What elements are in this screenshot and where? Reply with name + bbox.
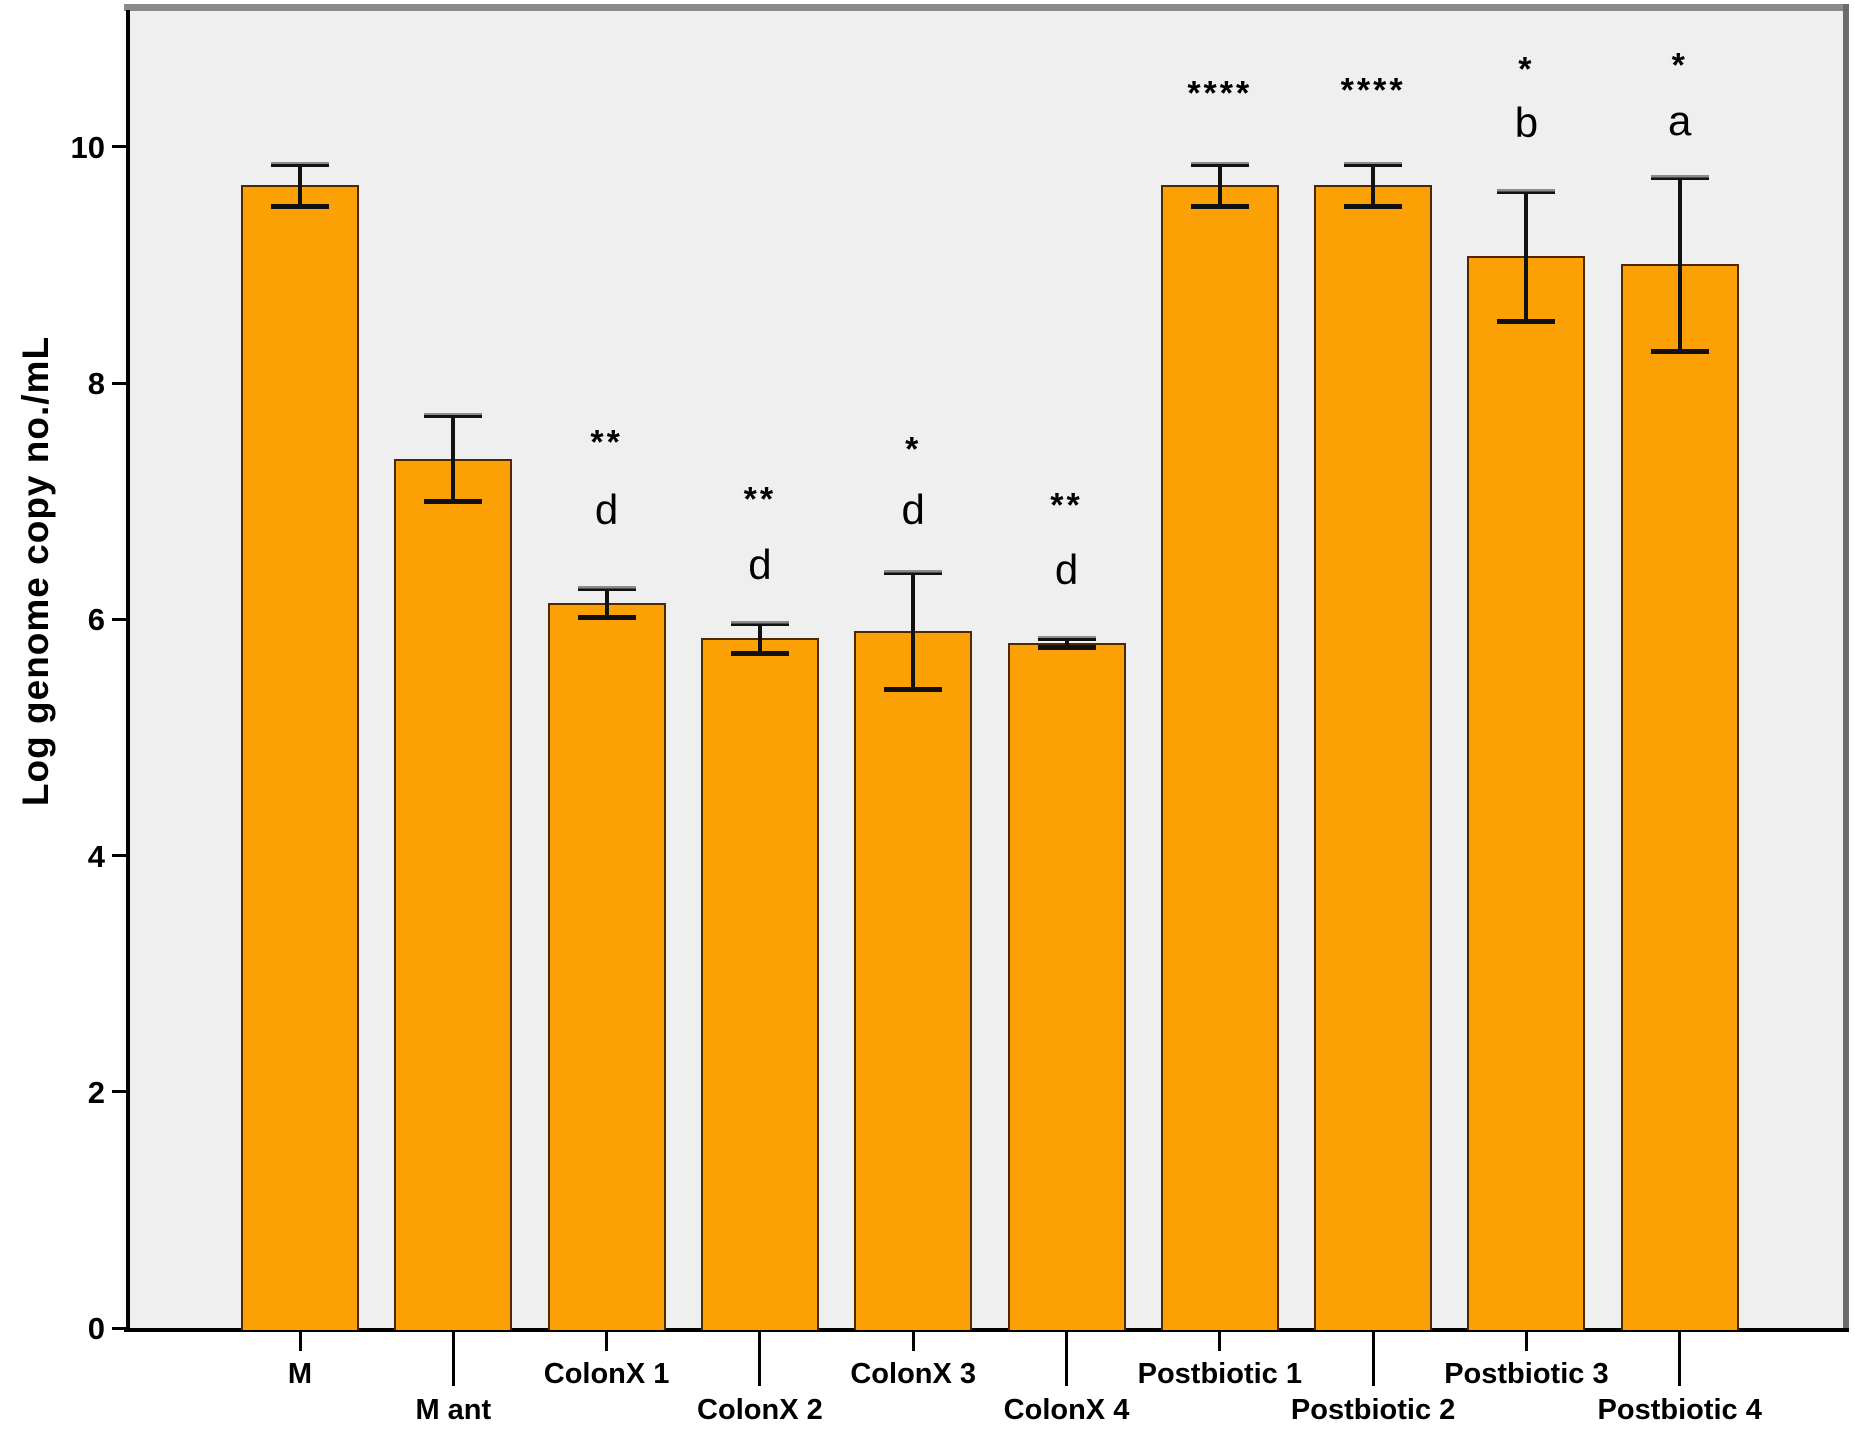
error-bar-cap-bottom [577,615,636,621]
x-tick [298,1332,302,1351]
significance-letter: d [594,485,619,533]
y-tick-label: 2 [87,1074,105,1110]
y-tick-label: 0 [87,1311,105,1346]
error-bar-cap-top [1190,161,1249,167]
error-bar-cap-bottom [1497,318,1556,324]
x-tick-label: ColonX 2 [697,1394,823,1426]
y-tick [112,617,129,621]
error-bar-stem [1371,163,1376,208]
error-bar-stem [1524,190,1529,322]
significance-letter: d [1054,545,1079,593]
x-tick [758,1332,762,1386]
y-tick-label: 10 [70,129,105,165]
x-tick-label: ColonX 3 [850,1358,977,1390]
y-tick [112,1090,129,1094]
error-bar-cap-top [577,585,636,591]
error-bar-stem [1677,176,1682,353]
y-tick-label: 4 [87,838,105,874]
x-tick-label: M ant [415,1394,492,1426]
significance-stars: ** [743,480,777,519]
x-tick-label: ColonX 4 [1003,1394,1130,1426]
error-bar-stem [1217,163,1222,208]
plot-area [130,10,1843,1328]
error-bar-cap-bottom [884,687,943,693]
error-bar-stem [604,587,609,619]
bar [1007,643,1126,1330]
error-bar-cap-top [1497,188,1556,194]
bar [1160,184,1279,1330]
y-tick-label: 6 [87,602,105,638]
significance-letter: d [901,485,925,533]
error-bar-cap-top [1344,161,1403,167]
x-tick-label: Postbiotic 2 [1290,1394,1456,1426]
significance-letter: b [1514,99,1539,147]
error-bar-cap-bottom [271,204,329,210]
plot-frame-right [1843,4,1849,1332]
y-tick [112,854,129,858]
bar [854,631,973,1330]
error-bar-stem [911,572,916,691]
y-axis-line [126,10,130,1332]
significance-stars: * [905,430,922,469]
x-tick [1065,1332,1068,1386]
x-tick-label: Postbiotic 4 [1597,1394,1762,1426]
x-tick-label: ColonX 1 [543,1358,670,1390]
error-bar-cap-top [1650,174,1709,180]
x-tick [911,1332,915,1351]
significance-stars: **** [1340,71,1406,110]
x-axis-line [124,1328,1849,1332]
significance-stars: **** [1187,74,1253,113]
x-tick [1524,1332,1528,1351]
x-tick [451,1332,455,1386]
bar [547,602,666,1330]
bar [1314,184,1433,1330]
bar [241,184,359,1330]
error-bar-stem [451,415,456,503]
error-bar-stem [298,163,302,208]
significance-stars: ** [590,423,623,462]
bar [1620,263,1739,1330]
error-bar-cap-top [1037,636,1096,642]
bar [700,638,819,1330]
error-bar-cap-top [730,620,789,626]
y-tick [112,381,129,385]
x-tick-label: M [287,1358,313,1390]
error-bar-cap-bottom [1344,204,1403,210]
error-bar-cap-bottom [730,650,789,656]
error-bar-cap-bottom [424,499,483,505]
x-tick [1371,1332,1375,1386]
plot-frame-top [124,4,1849,11]
bar [1467,255,1586,1330]
error-bar-stem [1064,638,1069,648]
y-tick-label: 8 [87,366,105,402]
error-bar-cap-top [884,570,943,576]
x-tick-label: Postbiotic 1 [1137,1358,1302,1390]
error-bar-cap-bottom [1037,644,1096,650]
significance-stars: ** [1050,486,1083,525]
error-bar-stem [757,622,762,654]
significance-letter: a [1668,97,1692,144]
error-bar-cap-bottom [1650,349,1709,355]
x-tick [1218,1332,1222,1351]
error-bar-cap-bottom [1190,204,1249,210]
x-tick [1678,1332,1682,1386]
significance-stars: * [1518,50,1535,89]
significance-letter: d [748,541,772,589]
x-tick-label: Postbiotic 3 [1444,1358,1609,1390]
error-bar-cap-top [271,161,329,167]
y-tick [112,145,129,149]
bar [394,458,513,1330]
x-tick [605,1332,609,1351]
significance-stars: * [1671,46,1688,85]
y-tick [112,1326,129,1330]
error-bar-cap-top [424,413,483,419]
